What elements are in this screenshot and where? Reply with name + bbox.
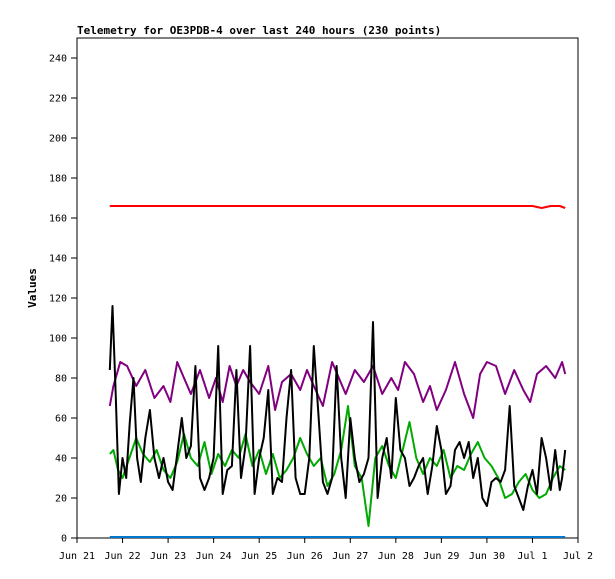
x-tick-label: Jun 23	[150, 551, 186, 562]
x-axis: Jun 21 Jun 22 Jun 23 Jun 24 Jun 25 Jun 26 Jun …	[59, 538, 593, 562]
y-axis-title: Values	[26, 268, 39, 308]
y-tick-label: 120	[49, 294, 67, 305]
y-tick-label: 80	[55, 374, 67, 385]
y-tick-label: 140	[49, 254, 67, 265]
y-tick-label: 100	[49, 334, 67, 345]
plot-frame	[76, 37, 579, 539]
x-tick-label: Jun 26	[287, 551, 323, 562]
x-tick-label: Jun 25	[241, 551, 277, 562]
chart-title: Telemetry for OE3PDB-4 over last 240 hou…	[77, 24, 441, 37]
y-tick-label: 200	[49, 134, 67, 145]
series-line-2	[109, 405, 566, 527]
x-tick-label: Jun 30	[469, 551, 505, 562]
y-tick-label: 40	[55, 454, 67, 465]
series-line-1	[108, 361, 567, 419]
x-tick-label: Jun 21	[59, 551, 95, 562]
x-tick-label: Jul 2	[563, 551, 593, 562]
x-tick-label: Jun 29	[423, 551, 459, 562]
series-line-3	[108, 305, 567, 511]
x-tick-label: Jun 28	[378, 551, 414, 562]
y-tick-label: 20	[55, 494, 67, 505]
y-tick-label: 160	[49, 214, 67, 225]
y-axis: 0 20 40 60 80 100 120 140 160 180 200 220 240	[49, 54, 77, 545]
x-tick-label: Jun 24	[196, 551, 232, 562]
y-tick-label: 240	[49, 54, 67, 65]
y-tick-label: 220	[49, 94, 67, 105]
x-tick-label: Jun 22	[104, 551, 140, 562]
y-tick-label: 60	[55, 414, 67, 425]
y-tick-label: 0	[61, 534, 67, 545]
x-tick-label: Jun 27	[332, 551, 368, 562]
x-tick-label: Jul 1	[517, 551, 547, 562]
series-layer	[108, 205, 567, 538]
series-line-0	[109, 205, 566, 209]
y-tick-label: 180	[49, 174, 67, 185]
